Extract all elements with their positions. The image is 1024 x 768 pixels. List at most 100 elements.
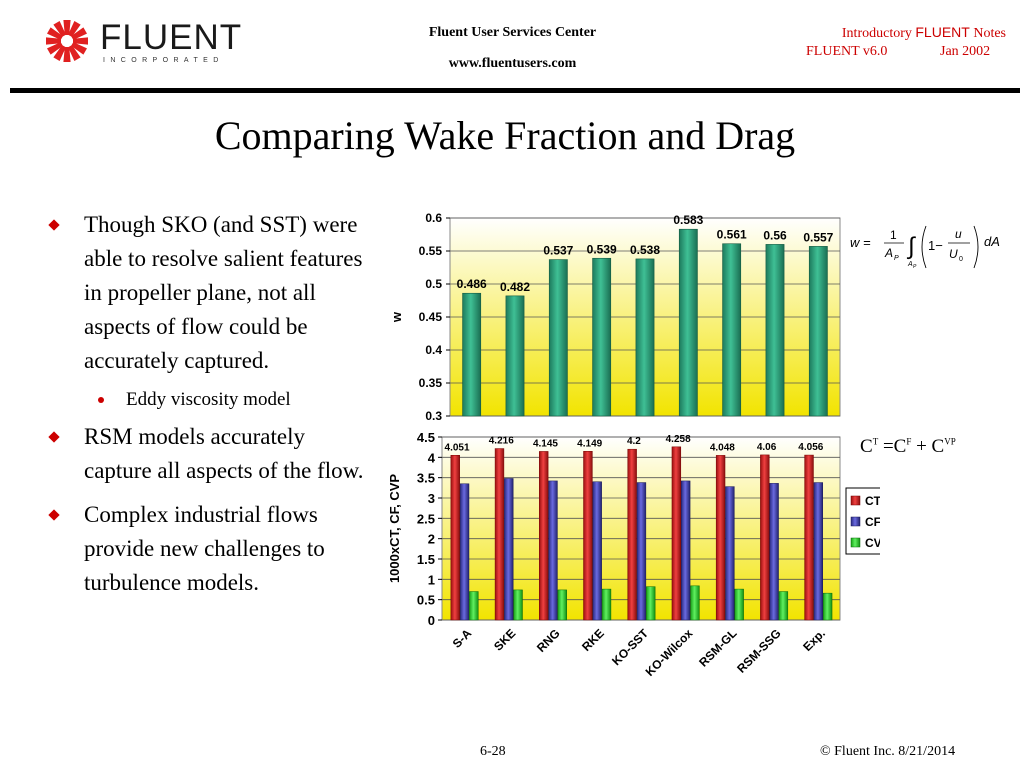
fluent-logo-icon [46,20,88,62]
header-rule [10,88,1020,93]
bullet-list: Though SKO (and SST) were able to resolv… [44,208,374,610]
page-number: 6-28 [480,744,506,759]
sub-bullet-text: Eddy viscosity model [126,389,291,410]
chart2-bar-cvp [646,586,656,621]
chart1-data-label: 0.537 [543,244,573,258]
logo-ray [71,42,87,55]
chart2-bar-cvp [822,592,833,621]
chart1-ytick-label: 0.6 [425,211,442,225]
chart2-xtick-label: SKE [491,626,518,653]
chart1-data-label: 0.538 [630,243,660,257]
chart2-data-label: 4.048 [710,442,735,453]
chart1-ytick-label: 0.35 [419,376,443,390]
chart1-ytick-label: 0.4 [425,343,442,357]
svg-text:P: P [913,264,917,270]
diamond-bullet-icon [48,509,60,521]
bullet-item: Complex industrial flows provide new cha… [44,498,374,600]
logo-ray [53,21,66,37]
bullet-text: Though SKO (and SST) were able to resolv… [84,212,363,373]
chart2-bar-ct [450,455,460,621]
chart2-data-label: 4.06 [757,442,777,453]
chart2-bar-cf [636,482,647,621]
chart2-xtick-label: KO-Wilcox [643,626,696,679]
eq-c-f: =C [878,436,907,457]
chart2-bar-cf [725,486,735,621]
chart1-data-label: 0.486 [457,277,487,291]
notes-pre: Introductory [841,26,916,41]
chart2-bar-ct [715,455,726,621]
logo-ray [73,37,88,45]
chart1-bar [635,258,655,417]
eq-sup-vp: VP [944,436,956,447]
svg-text:U: U [949,247,958,261]
chart2-data-label: 4.2 [627,436,641,447]
legend-swatch [850,516,861,527]
diamond-bullet-icon [48,431,60,443]
dot-bullet-icon [98,397,104,403]
logo-ray [63,47,71,62]
chart1-data-label: 0.539 [587,242,617,256]
logo-ray [63,20,71,35]
svg-text:A: A [907,261,913,268]
chart2-xtick-label: RNG [534,626,563,655]
chart1-ylabel: w [389,311,404,323]
chart2-ytick-label: 2 [428,532,435,547]
chart1-data-label: 0.583 [673,213,703,227]
legend-swatch [850,495,861,506]
chart2-bar-cf [548,480,558,621]
chart2-xtick-label: RSM-SSG [734,626,784,676]
svg-text:w =: w = [850,235,871,250]
chart2-xtick-label: Exp. [800,626,828,654]
chart2-bar-ct [804,454,814,621]
svg-text:0: 0 [959,256,963,263]
logo-ray [71,27,87,40]
chart2-xtick-label: RKE [579,626,607,654]
header-date: Jan 2002 [940,44,991,59]
chart2-bar-cf [813,482,824,621]
chart2-ytick-label: 0.5 [417,593,435,608]
chart2-ytick-label: 1 [428,572,435,587]
bullet-text: RSM models accurately capture all aspect… [84,424,364,483]
chart2-xtick-label: RSM-GL [696,626,739,669]
chart2-bar-ct [760,454,770,621]
chart2-bar-cvp [690,585,700,621]
chart2-bar-ct [583,451,593,621]
chart2-ytick-label: 3.5 [417,471,435,486]
svg-text:1: 1 [890,228,897,242]
chart2-bar-cf [592,481,602,621]
logo-ray [47,27,63,40]
chart1-ytick-label: 0.55 [419,244,443,258]
svg-text:dA: dA [984,234,1000,249]
chart1-bar [678,228,698,417]
svg-text:∫: ∫ [906,233,916,260]
logo-ray [68,45,81,61]
header-website: www.fluentusers.com [448,56,577,71]
sub-bullet-item: Eddy viscosity model [44,388,374,412]
chart1-data-label: 0.561 [717,228,747,242]
chart2-bar-cvp [601,588,612,621]
chart1-bar [462,292,482,417]
chart1-ytick-label: 0.3 [425,409,442,423]
chart1-bar [722,243,742,417]
chart1-data-label: 0.482 [500,280,530,294]
chart2-bar-cf [504,478,514,621]
legend-label: CF [865,515,880,529]
bullet-text: Complex industrial flows provide new cha… [84,502,325,595]
chart1-ytick-label: 0.45 [419,310,443,324]
chart2-data-label: 4.051 [445,442,470,453]
chart2-bar-cvp [513,589,523,621]
diamond-bullet-icon [48,219,60,231]
chart2-data-label: 4.258 [666,434,691,445]
eq-c-total: C [860,436,873,457]
logo-name: FLUENT [100,18,243,57]
svg-text:1−: 1− [928,238,943,253]
eq-sup-f: F [906,436,912,447]
header-version: FLUENT v6.0 [806,44,888,59]
chart2-xtick-label: S-A [450,626,475,651]
charts-svg: 0.3 0.35 0.4 0.45 0.5 0.55 0.6 0.486 0.482 0.537 0… [387,211,880,679]
chart2-bar-cvp [734,588,744,621]
chart1-data-label: 0.557 [803,230,833,244]
eq-sup-t: T [872,436,879,447]
chart2-bar-cf [769,483,779,621]
chart2-data-label: 4.216 [489,436,514,447]
